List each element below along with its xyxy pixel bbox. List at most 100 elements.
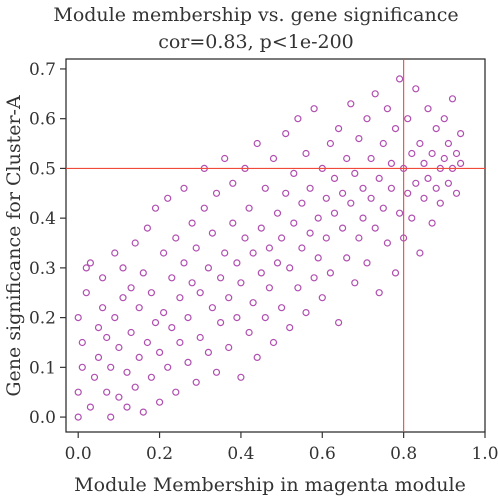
data-point (147, 373, 155, 381)
data-point (217, 274, 225, 282)
data-point (273, 209, 282, 217)
data-point (212, 189, 221, 197)
data-point (229, 219, 237, 227)
data-point (294, 284, 302, 292)
y-tick-label: 0.0 (29, 408, 56, 428)
data-point (306, 229, 314, 237)
data-point (233, 314, 241, 322)
data-point (249, 299, 257, 307)
data-point (457, 159, 465, 167)
y-axis-label: Gene significance for Cluster-A (3, 95, 25, 397)
data-point (94, 353, 103, 361)
data-point (233, 259, 241, 267)
data-point (424, 105, 432, 113)
data-point (408, 214, 416, 222)
data-point (347, 199, 355, 207)
data-point (78, 363, 86, 371)
data-point (339, 189, 347, 197)
data-point (204, 348, 212, 356)
data-point (448, 95, 457, 103)
data-point (286, 324, 294, 332)
data-point (444, 179, 452, 187)
y-tick-label: 0.6 (29, 110, 56, 130)
data-point (180, 184, 188, 192)
data-point (440, 115, 448, 123)
y-tick-label: 0.7 (29, 60, 56, 80)
data-point (217, 319, 225, 327)
data-point (391, 125, 400, 133)
chart-title: Module membership vs. gene significance (53, 4, 458, 26)
data-point (282, 189, 290, 197)
data-point (176, 338, 184, 347)
data-point (326, 269, 334, 277)
data-point (355, 135, 363, 143)
data-point (135, 304, 143, 312)
data-points (74, 75, 465, 421)
data-point (119, 264, 127, 272)
data-point (245, 328, 253, 337)
data-point (391, 269, 400, 277)
data-point (351, 169, 359, 177)
data-point (330, 209, 339, 217)
data-point (107, 363, 115, 371)
data-point (237, 279, 245, 287)
data-point (387, 184, 395, 192)
data-point (318, 294, 326, 302)
data-point (269, 338, 278, 347)
data-point (119, 294, 127, 302)
data-point (322, 234, 330, 242)
data-point (286, 264, 294, 272)
data-point (314, 254, 322, 262)
data-point (253, 353, 261, 361)
data-point (306, 184, 314, 192)
data-point (78, 338, 86, 347)
data-point (168, 274, 176, 282)
data-point (363, 259, 371, 267)
data-point (184, 358, 192, 366)
data-point (86, 403, 95, 411)
data-point (298, 244, 306, 252)
data-point (237, 373, 245, 381)
data-point (428, 219, 436, 227)
data-point (294, 115, 302, 123)
x-tick-label: 0.0 (65, 444, 92, 464)
data-point (156, 398, 164, 406)
data-point (103, 333, 111, 342)
data-point (115, 343, 123, 352)
data-point (261, 314, 269, 322)
data-point (383, 105, 391, 113)
data-point (436, 199, 444, 207)
data-point (367, 154, 375, 163)
data-point (139, 408, 147, 416)
data-point (452, 189, 461, 197)
data-point (208, 229, 216, 237)
y-tick-label: 0.4 (29, 209, 56, 229)
data-point (420, 159, 428, 167)
data-point (241, 234, 249, 242)
data-point (302, 149, 310, 158)
data-point (188, 219, 196, 227)
data-point (314, 214, 322, 222)
data-point (257, 269, 265, 277)
data-point (196, 289, 204, 297)
y-tick-label: 0.5 (29, 159, 56, 179)
y-axis: 0.0 0.1 0.2 0.3 0.4 0.5 0.6 0.7 (29, 60, 66, 428)
data-point (351, 279, 359, 287)
data-point (408, 149, 416, 158)
data-point (143, 224, 151, 232)
data-point (192, 244, 200, 252)
data-point (420, 194, 428, 202)
data-point (103, 388, 111, 396)
data-point (310, 274, 318, 282)
data-point (359, 214, 367, 222)
data-point (359, 184, 367, 192)
data-point (147, 289, 155, 297)
data-point (74, 388, 82, 396)
data-point (273, 259, 282, 267)
data-point (131, 239, 139, 247)
data-point (330, 174, 339, 182)
data-point (335, 125, 343, 133)
x-tick-label: 0.8 (390, 444, 417, 464)
data-point (86, 259, 95, 267)
